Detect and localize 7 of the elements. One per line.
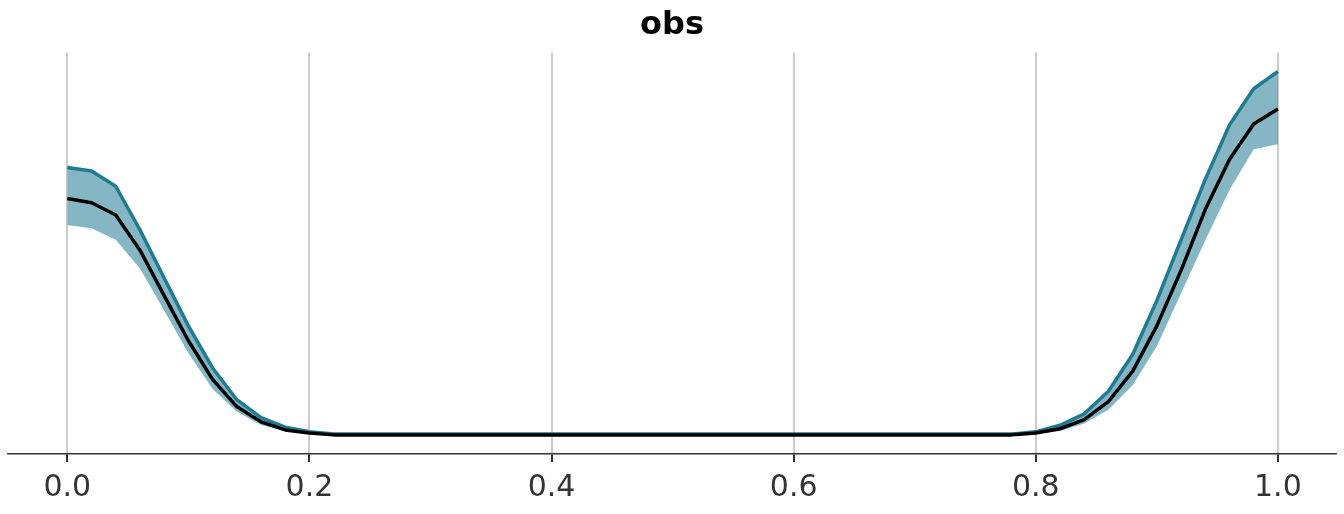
x-tick-label: 0.0 <box>43 467 92 503</box>
chart-title: obs <box>640 3 704 42</box>
x-tick-label: 0.6 <box>769 467 818 503</box>
x-tick-label: 0.2 <box>285 467 334 503</box>
x-tick-label: 0.4 <box>527 467 576 503</box>
x-tick-label: 0.8 <box>1011 467 1060 503</box>
x-tick-label: 1.0 <box>1254 467 1302 503</box>
